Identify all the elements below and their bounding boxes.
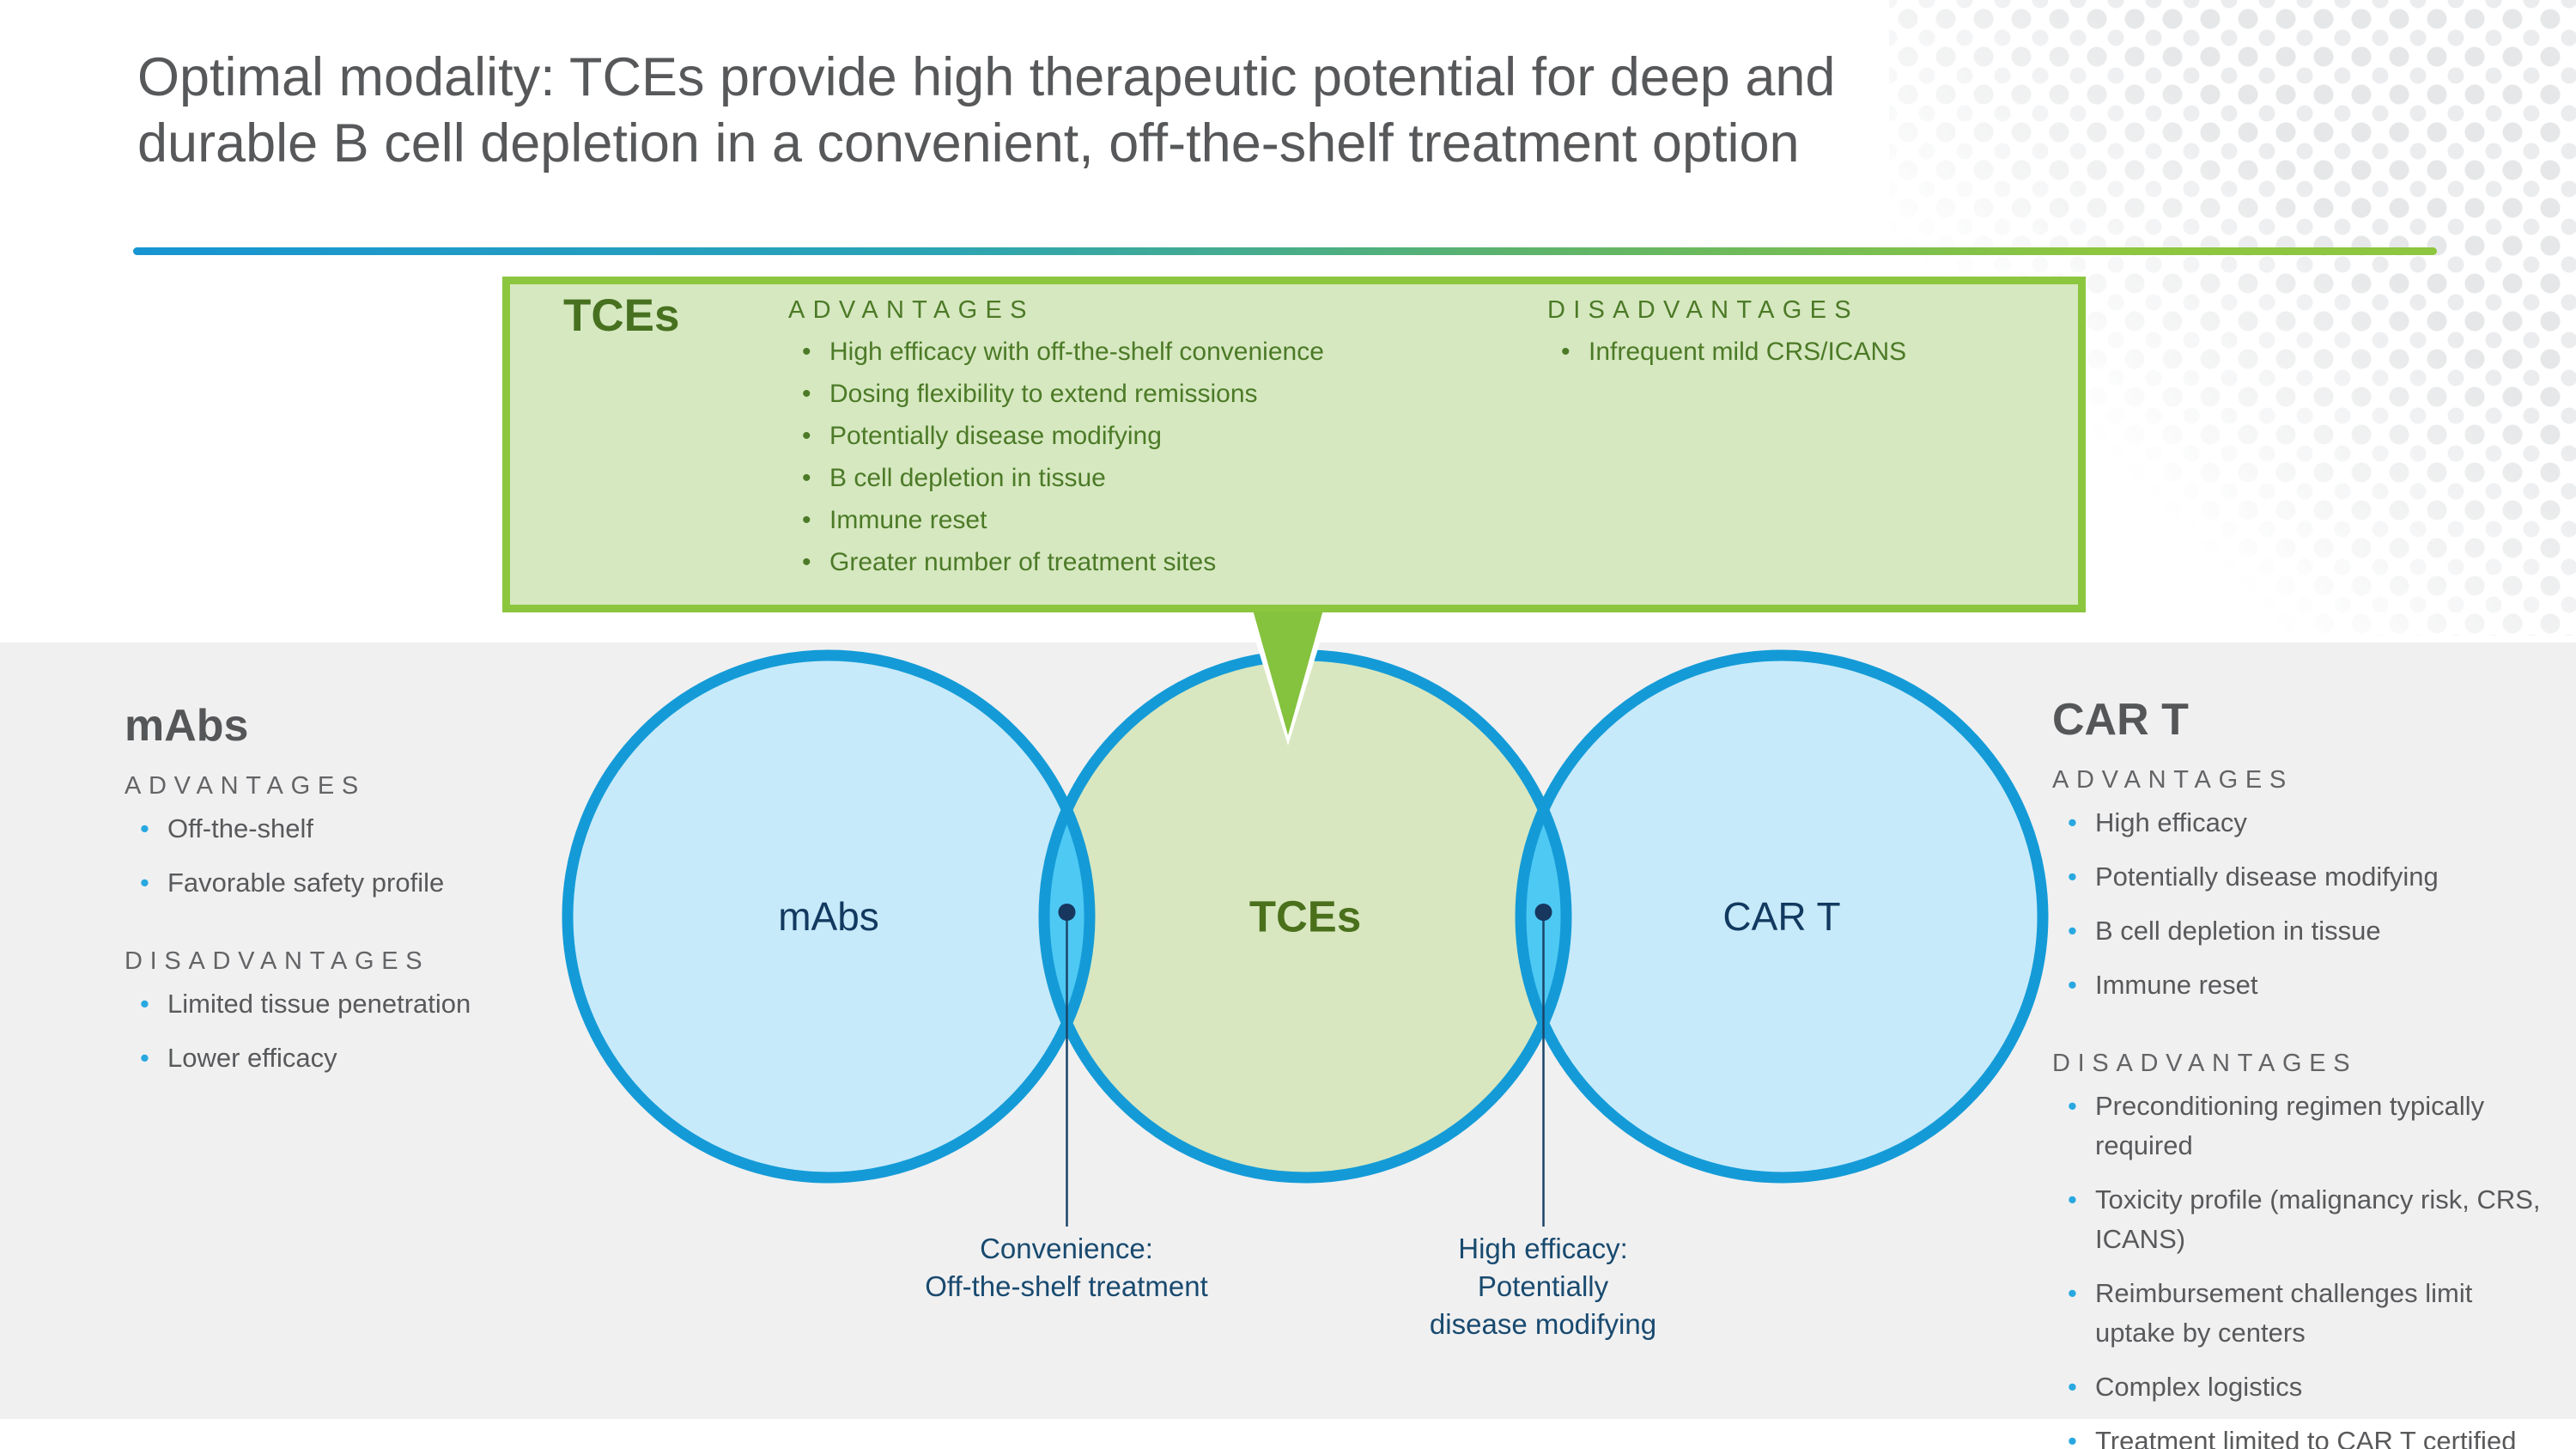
list-item: Toxicity profile (malignancy risk, CRS, … bbox=[2052, 1180, 2550, 1259]
tces-circle bbox=[1044, 655, 1566, 1178]
high-efficacy-callout: High efficacy: Potentially disease modif… bbox=[1429, 1233, 1657, 1340]
list-item: B cell depletion in tissue bbox=[788, 465, 1544, 491]
tce-box-title: TCEs bbox=[563, 290, 680, 341]
mabs-circle bbox=[568, 655, 1090, 1178]
convenience-callout: Convenience: Off-the-shelf treatment bbox=[925, 1233, 1208, 1302]
tce-advantages-header: ADVANTAGES bbox=[788, 296, 1035, 324]
mabs-advantages-list: Off-the-shelf Favorable safety profile bbox=[125, 809, 554, 903]
tce-disadvantages-header: DISADVANTAGES bbox=[1547, 296, 1859, 324]
pointer-arrow bbox=[1253, 610, 1323, 735]
right-connector-dot bbox=[1534, 904, 1552, 921]
mabs-circle-outline bbox=[562, 649, 1096, 1184]
cart-advantages-header: ADVANTAGES bbox=[2052, 766, 2293, 794]
cart-disadvantages-header: DISADVANTAGES bbox=[2052, 1050, 2358, 1077]
list-item: B cell depletion in tissue bbox=[2052, 911, 2550, 951]
cart-title: CAR T bbox=[2052, 695, 2189, 745]
mabs-disadvantages-list: Limited tissue penetration Lower efficac… bbox=[125, 984, 554, 1078]
tce-advantages-list: High efficacy with off-the-shelf conveni… bbox=[788, 338, 1544, 575]
cart-circle-outline bbox=[1515, 649, 2049, 1184]
list-item: Off-the-shelf bbox=[125, 809, 554, 849]
list-item: Preconditioning regimen typically requir… bbox=[2052, 1087, 2550, 1166]
list-item: Infrequent mild CRS/ICANS bbox=[1547, 338, 2063, 365]
list-item: High efficacy bbox=[2052, 803, 2550, 843]
list-item: High efficacy with off-the-shelf conveni… bbox=[788, 338, 1544, 365]
mabs-title: mAbs bbox=[125, 701, 249, 751]
list-item: Favorable safety profile bbox=[125, 863, 554, 903]
tce-disadvantages-list: Infrequent mild CRS/ICANS bbox=[1547, 338, 2063, 365]
tce-advantages-column: ADVANTAGES High efficacy with off-the-sh… bbox=[788, 296, 1544, 591]
list-item: Reimbursement challenges limit uptake by… bbox=[2052, 1274, 2550, 1353]
mabs-advantages-header: ADVANTAGES bbox=[125, 772, 366, 800]
list-item: Treatment limited to CAR T certified cen… bbox=[2052, 1422, 2550, 1449]
list-item: Limited tissue penetration bbox=[125, 984, 554, 1024]
mabs-disadvantages-header: DISADVANTAGES bbox=[125, 947, 430, 975]
cart-circle-label: CAR T bbox=[1722, 894, 1841, 939]
list-item: Immune reset bbox=[788, 507, 1544, 533]
mabs-section: mAbs ADVANTAGES Off-the-shelf Favorable … bbox=[125, 700, 554, 1093]
tce-disadvantages-column: DISADVANTAGES Infrequent mild CRS/ICANS bbox=[1547, 296, 2063, 381]
list-item: Dosing flexibility to extend remissions bbox=[788, 381, 1544, 407]
list-item: Greater number of treatment sites bbox=[788, 549, 1544, 575]
cart-disadvantages-list: Preconditioning regimen typically requir… bbox=[2052, 1087, 2550, 1449]
tce-callout-box: TCEs ADVANTAGES High efficacy with off-t… bbox=[502, 277, 2086, 612]
list-item: Lower efficacy bbox=[125, 1038, 554, 1078]
title-underline-rule bbox=[133, 247, 2437, 255]
list-item: Complex logistics bbox=[2052, 1367, 2550, 1407]
list-item: Potentially disease modifying bbox=[2052, 857, 2550, 897]
cart-section: CAR T ADVANTAGES High efficacy Potential… bbox=[2052, 694, 2550, 1449]
cart-advantages-list: High efficacy Potentially disease modify… bbox=[2052, 803, 2550, 1005]
cart-circle bbox=[1521, 655, 2043, 1178]
slide-title: Optimal modality: TCEs provide high ther… bbox=[137, 47, 1836, 174]
tces-circle-label: TCEs bbox=[1249, 892, 1362, 941]
left-connector-dot bbox=[1058, 904, 1076, 921]
list-item: Immune reset bbox=[2052, 965, 2550, 1005]
list-item: Potentially disease modifying bbox=[788, 423, 1544, 449]
mabs-circle-label: mAbs bbox=[778, 894, 879, 939]
